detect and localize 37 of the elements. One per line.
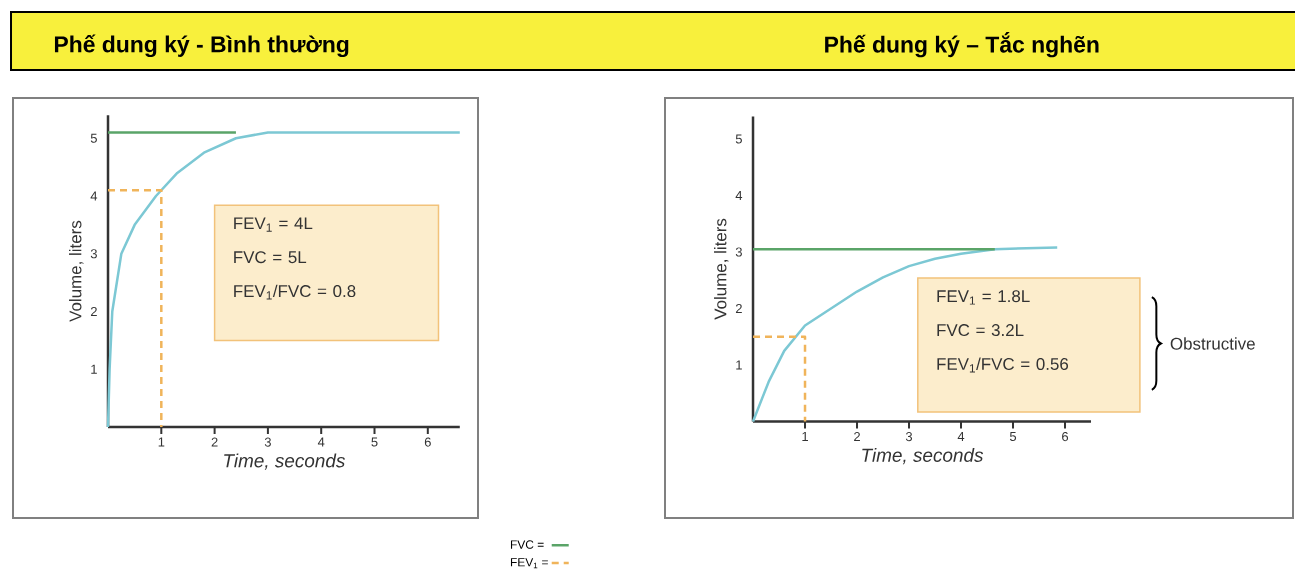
legend-label: FEV$_{1}$ = [510, 558, 548, 569]
x-tick-label: 1 [802, 432, 808, 441]
x-axis-title: Time, seconds [862, 448, 984, 465]
x-tick-label: 3 [905, 432, 913, 442]
y-tick-label: 4 [90, 191, 98, 201]
y-axis-title: Volume, liters [714, 218, 729, 320]
x-tick-label: 5 [1009, 432, 1017, 442]
y-axis-title: Volume, liters [69, 220, 84, 322]
y-tick-label: 2 [90, 306, 97, 317]
annotation: FEV$_{1}$ = 4L [234, 217, 313, 232]
x-tick-label: 6 [424, 437, 431, 447]
x-tick-label: 3 [264, 437, 271, 447]
x-tick-label: 6 [1062, 432, 1069, 442]
y-tick-label: 3 [735, 247, 742, 257]
x-tick-label: 5 [371, 437, 378, 447]
x-axis-title: Time, seconds [224, 453, 345, 470]
y-tick-label: 1 [91, 364, 97, 374]
chart-title: Phế dung ký - Bình thường [54, 34, 349, 58]
y-tick-label: 2 [735, 303, 742, 314]
annotation: FEV$_{1}$ = 1.8L [937, 290, 1030, 305]
annotation: FEV$_{1}$/FVC = 0.8 [234, 284, 356, 300]
legend-label: FVC = [510, 540, 544, 549]
x-tick-label: 4 [317, 437, 325, 447]
x-tick-label: 2 [211, 437, 218, 447]
y-tick-label: 3 [90, 249, 97, 259]
y-tick-label: 5 [90, 133, 97, 143]
annotation: FEV$_{1}$/FVC = 0.56 [937, 357, 1069, 373]
x-tick-label: 4 [957, 432, 965, 441]
annotation: FVC = 5L [234, 251, 307, 264]
x-tick-label: 1 [158, 437, 165, 447]
annotation: FVC = 3.2L [937, 324, 1024, 337]
x-tick-label: 2 [854, 432, 860, 442]
chart-title: Phế dung ký – Tắc nghẽn [825, 31, 1099, 58]
y-tick-label: 1 [736, 360, 742, 370]
y-tick-label: 5 [735, 134, 742, 144]
y-tick-label: 4 [735, 191, 743, 200]
text: Obstructive [1170, 337, 1255, 350]
